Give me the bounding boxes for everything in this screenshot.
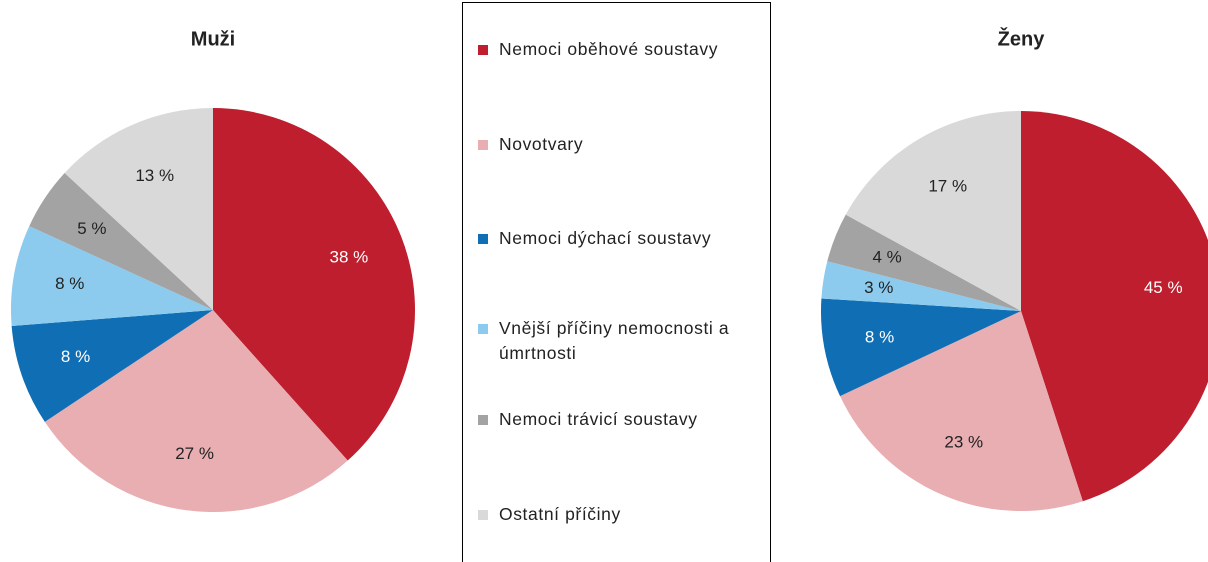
legend-label: Nemoci oběhové soustavy <box>499 39 719 59</box>
legend-label: Novotvary <box>499 134 584 154</box>
legend-label: Nemoci trávicí soustavy <box>499 409 698 429</box>
pie-slice <box>29 172 214 310</box>
legend-swatch <box>478 234 488 244</box>
chart-title: Ženy <box>998 26 1046 50</box>
data-label: 4 % <box>872 247 901 266</box>
legend-swatch <box>478 324 488 334</box>
data-label: 38 % <box>329 248 368 267</box>
legend-item: Nemoci oběhové soustavy <box>478 37 768 62</box>
legend-label: Vnější příčiny nemocnosti a úmrtnosti <box>499 318 730 363</box>
legend-swatch <box>478 140 488 150</box>
chart-title: Muži <box>191 28 235 50</box>
pie-slice <box>11 310 214 422</box>
legend-item: Vnější příčiny nemocnosti a úmrtnosti <box>478 316 768 366</box>
legend: Nemoci oběhové soustavy Novotvary Nemoci d… <box>462 2 771 562</box>
data-label: 45 % <box>1144 278 1183 297</box>
pie-slice <box>11 226 214 327</box>
pie-slice <box>44 310 348 513</box>
data-label: 17 % <box>928 177 967 196</box>
data-label: 8 % <box>61 347 90 366</box>
legend-swatch <box>478 510 488 520</box>
legend-item: Nemoci trávicí soustavy <box>478 407 768 432</box>
pie-slice <box>64 108 213 310</box>
data-label: 27 % <box>175 444 214 463</box>
pie-slice <box>840 311 1083 511</box>
legend-swatch <box>478 415 488 425</box>
data-label: 3 % <box>864 278 893 297</box>
data-label: 23 % <box>944 433 983 452</box>
pie-slice <box>821 261 1021 311</box>
data-label: 8 % <box>55 274 84 293</box>
pie-slice <box>213 108 415 461</box>
legend-item: Nemoci dýchací soustavy <box>478 226 768 251</box>
legend-item: Ostatní příčiny <box>478 502 768 527</box>
data-label: 5 % <box>77 219 106 238</box>
pie-slice <box>845 111 1021 311</box>
pie-slice <box>827 214 1021 311</box>
pie-slice <box>821 298 1021 397</box>
legend-swatch <box>478 45 488 55</box>
data-label: 8 % <box>865 327 894 346</box>
legend-label: Ostatní příčiny <box>499 504 621 524</box>
data-label: 13 % <box>135 166 174 185</box>
legend-label: Nemoci dýchací soustavy <box>499 228 712 248</box>
legend-item: Novotvary <box>478 132 768 157</box>
pie-slice <box>1021 111 1208 502</box>
